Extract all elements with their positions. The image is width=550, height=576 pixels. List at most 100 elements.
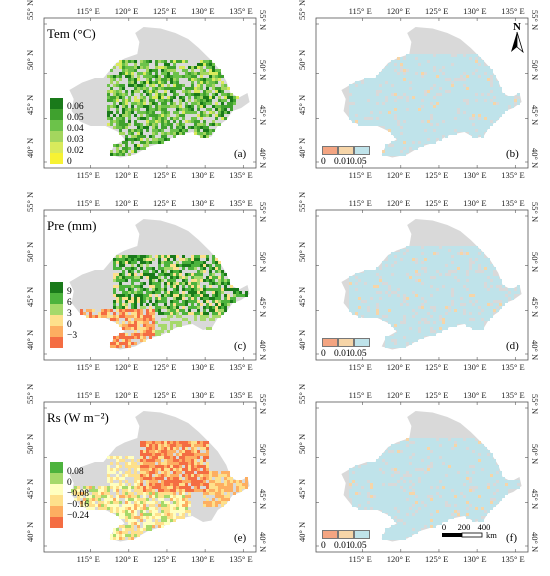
p-legend-label: 0 [321, 157, 326, 167]
legend-swatch [50, 142, 63, 153]
lat-label-left: 55° N [297, 191, 307, 212]
lon-label-bottom: 115° E [348, 170, 372, 180]
map-b [315, 17, 529, 169]
legend-label: 0.05 [67, 113, 84, 123]
lon-label-top: 125° E [152, 6, 177, 16]
legend-label: 0.02 [67, 146, 84, 156]
legend-swatch [50, 473, 63, 484]
p-legend-swatch [354, 338, 370, 347]
p-legend-label: 0.05 [350, 349, 367, 359]
panel-label: (c) [234, 340, 247, 352]
p-legend-label: 0 [321, 541, 326, 551]
p-value-legend: 0 0.01 0.05 [321, 146, 382, 168]
legend-swatch [50, 495, 63, 506]
panel-a: 115° E 115° E 120° E 120° E 125° E 125° E 130°… [8, 0, 272, 182]
lat-label-left: 45° N [297, 286, 307, 307]
lat-label-left: 55° N [25, 383, 35, 404]
lon-label-top: 135° E [229, 198, 253, 208]
legend-swatch [50, 282, 63, 293]
lon-label-top: 130° E [191, 198, 215, 208]
lat-label-left: 40° N [25, 521, 35, 542]
scale-bar: 0 200 400 km [438, 522, 520, 546]
legend-swatch [50, 120, 63, 131]
lon-label-bottom: 120° E [386, 554, 411, 564]
lat-label-left: 45° N [25, 478, 35, 499]
p-legend-swatch [322, 146, 338, 155]
legend-label: −0.24 [67, 511, 89, 521]
lon-label-bottom: 135° E [501, 362, 525, 372]
lon-label-top: 125° E [424, 390, 449, 400]
lon-label-bottom: 125° E [424, 362, 449, 372]
lat-label-left: 40° N [297, 329, 307, 350]
lat-label-left: 40° N [297, 521, 307, 542]
panel-label: (b) [506, 148, 519, 160]
lon-label-bottom: 130° E [463, 362, 487, 372]
lon-label-bottom: 125° E [152, 554, 177, 564]
p-legend-label: 0.01 [334, 157, 351, 167]
lon-label-top: 120° E [114, 390, 139, 400]
p-legend-label: 0.05 [350, 541, 367, 551]
lon-label-top: 120° E [114, 6, 139, 16]
lat-label-right: 45° N [530, 296, 540, 317]
lat-label-right: 50° N [530, 443, 540, 464]
lat-label-left: 45° N [297, 94, 307, 115]
lat-label-right: 55° N [530, 10, 540, 31]
lat-label-left: 45° N [25, 94, 35, 115]
legend-swatch [50, 315, 63, 326]
p-value-legend: 0 0.01 0.05 [321, 338, 382, 360]
p-legend-label: 0 [321, 349, 326, 359]
lon-label-top: 135° E [501, 390, 525, 400]
lon-label-bottom: 130° E [191, 170, 215, 180]
lat-label-left: 55° N [297, 383, 307, 404]
p-legend-swatch [338, 338, 354, 347]
lat-label-right: 45° N [258, 488, 268, 509]
panel-title: Tem (°C) [47, 26, 96, 41]
map-e [43, 401, 257, 553]
legend-label: 0.08 [67, 467, 84, 477]
legend-label: 0.03 [67, 135, 84, 145]
legend-label: 9 [67, 287, 72, 297]
lon-label-top: 130° E [191, 6, 215, 16]
lon-label-bottom: 120° E [114, 170, 139, 180]
lat-label-right: 55° N [258, 10, 268, 31]
legend-swatch [50, 326, 63, 337]
p-legend-label: 0.01 [334, 541, 351, 551]
legend-swatch [50, 304, 63, 315]
lon-label-top: 135° E [501, 198, 525, 208]
lon-label-bottom: 130° E [191, 554, 215, 564]
lon-label-top: 130° E [191, 390, 215, 400]
lat-label-left: 50° N [25, 241, 35, 262]
legend-swatch [50, 153, 63, 164]
panel-e: 115° E 115° E 120° E 120° E 125° E 125° E 130°… [8, 384, 272, 566]
legend-label: 0 [67, 478, 72, 488]
panel-label: (f) [506, 532, 517, 544]
color-legend: 0.06 0.05 0.04 0.03 0.02 0 [50, 98, 110, 167]
lat-label-right: 55° N [258, 394, 268, 415]
lon-label-top: 135° E [501, 6, 525, 16]
lon-label-top: 120° E [386, 6, 411, 16]
lon-label-bottom: 115° E [76, 362, 100, 372]
legend-label: 6 [67, 298, 72, 308]
lon-label-top: 115° E [76, 390, 100, 400]
lon-label-top: 115° E [76, 6, 100, 16]
lon-label-top: 130° E [463, 390, 487, 400]
lon-label-bottom: 130° E [463, 170, 487, 180]
legend-label: −3 [67, 331, 78, 341]
lon-label-bottom: 125° E [424, 170, 449, 180]
svg-text:N: N [513, 21, 521, 33]
lat-label-right: 40° N [258, 340, 268, 361]
lat-label-right: 40° N [258, 532, 268, 553]
lat-label-left: 55° N [25, 0, 35, 20]
lat-label-left: 50° N [297, 241, 307, 262]
lat-label-left: 45° N [297, 478, 307, 499]
lon-label-bottom: 135° E [229, 170, 253, 180]
lat-label-right: 50° N [258, 443, 268, 464]
lat-label-right: 45° N [530, 488, 540, 509]
lon-label-top: 115° E [348, 390, 372, 400]
lat-label-right: 40° N [530, 340, 540, 361]
lon-label-top: 115° E [348, 6, 372, 16]
lat-label-right: 55° N [530, 394, 540, 415]
lat-label-right: 50° N [530, 59, 540, 80]
legend-label: 0 [67, 320, 72, 330]
